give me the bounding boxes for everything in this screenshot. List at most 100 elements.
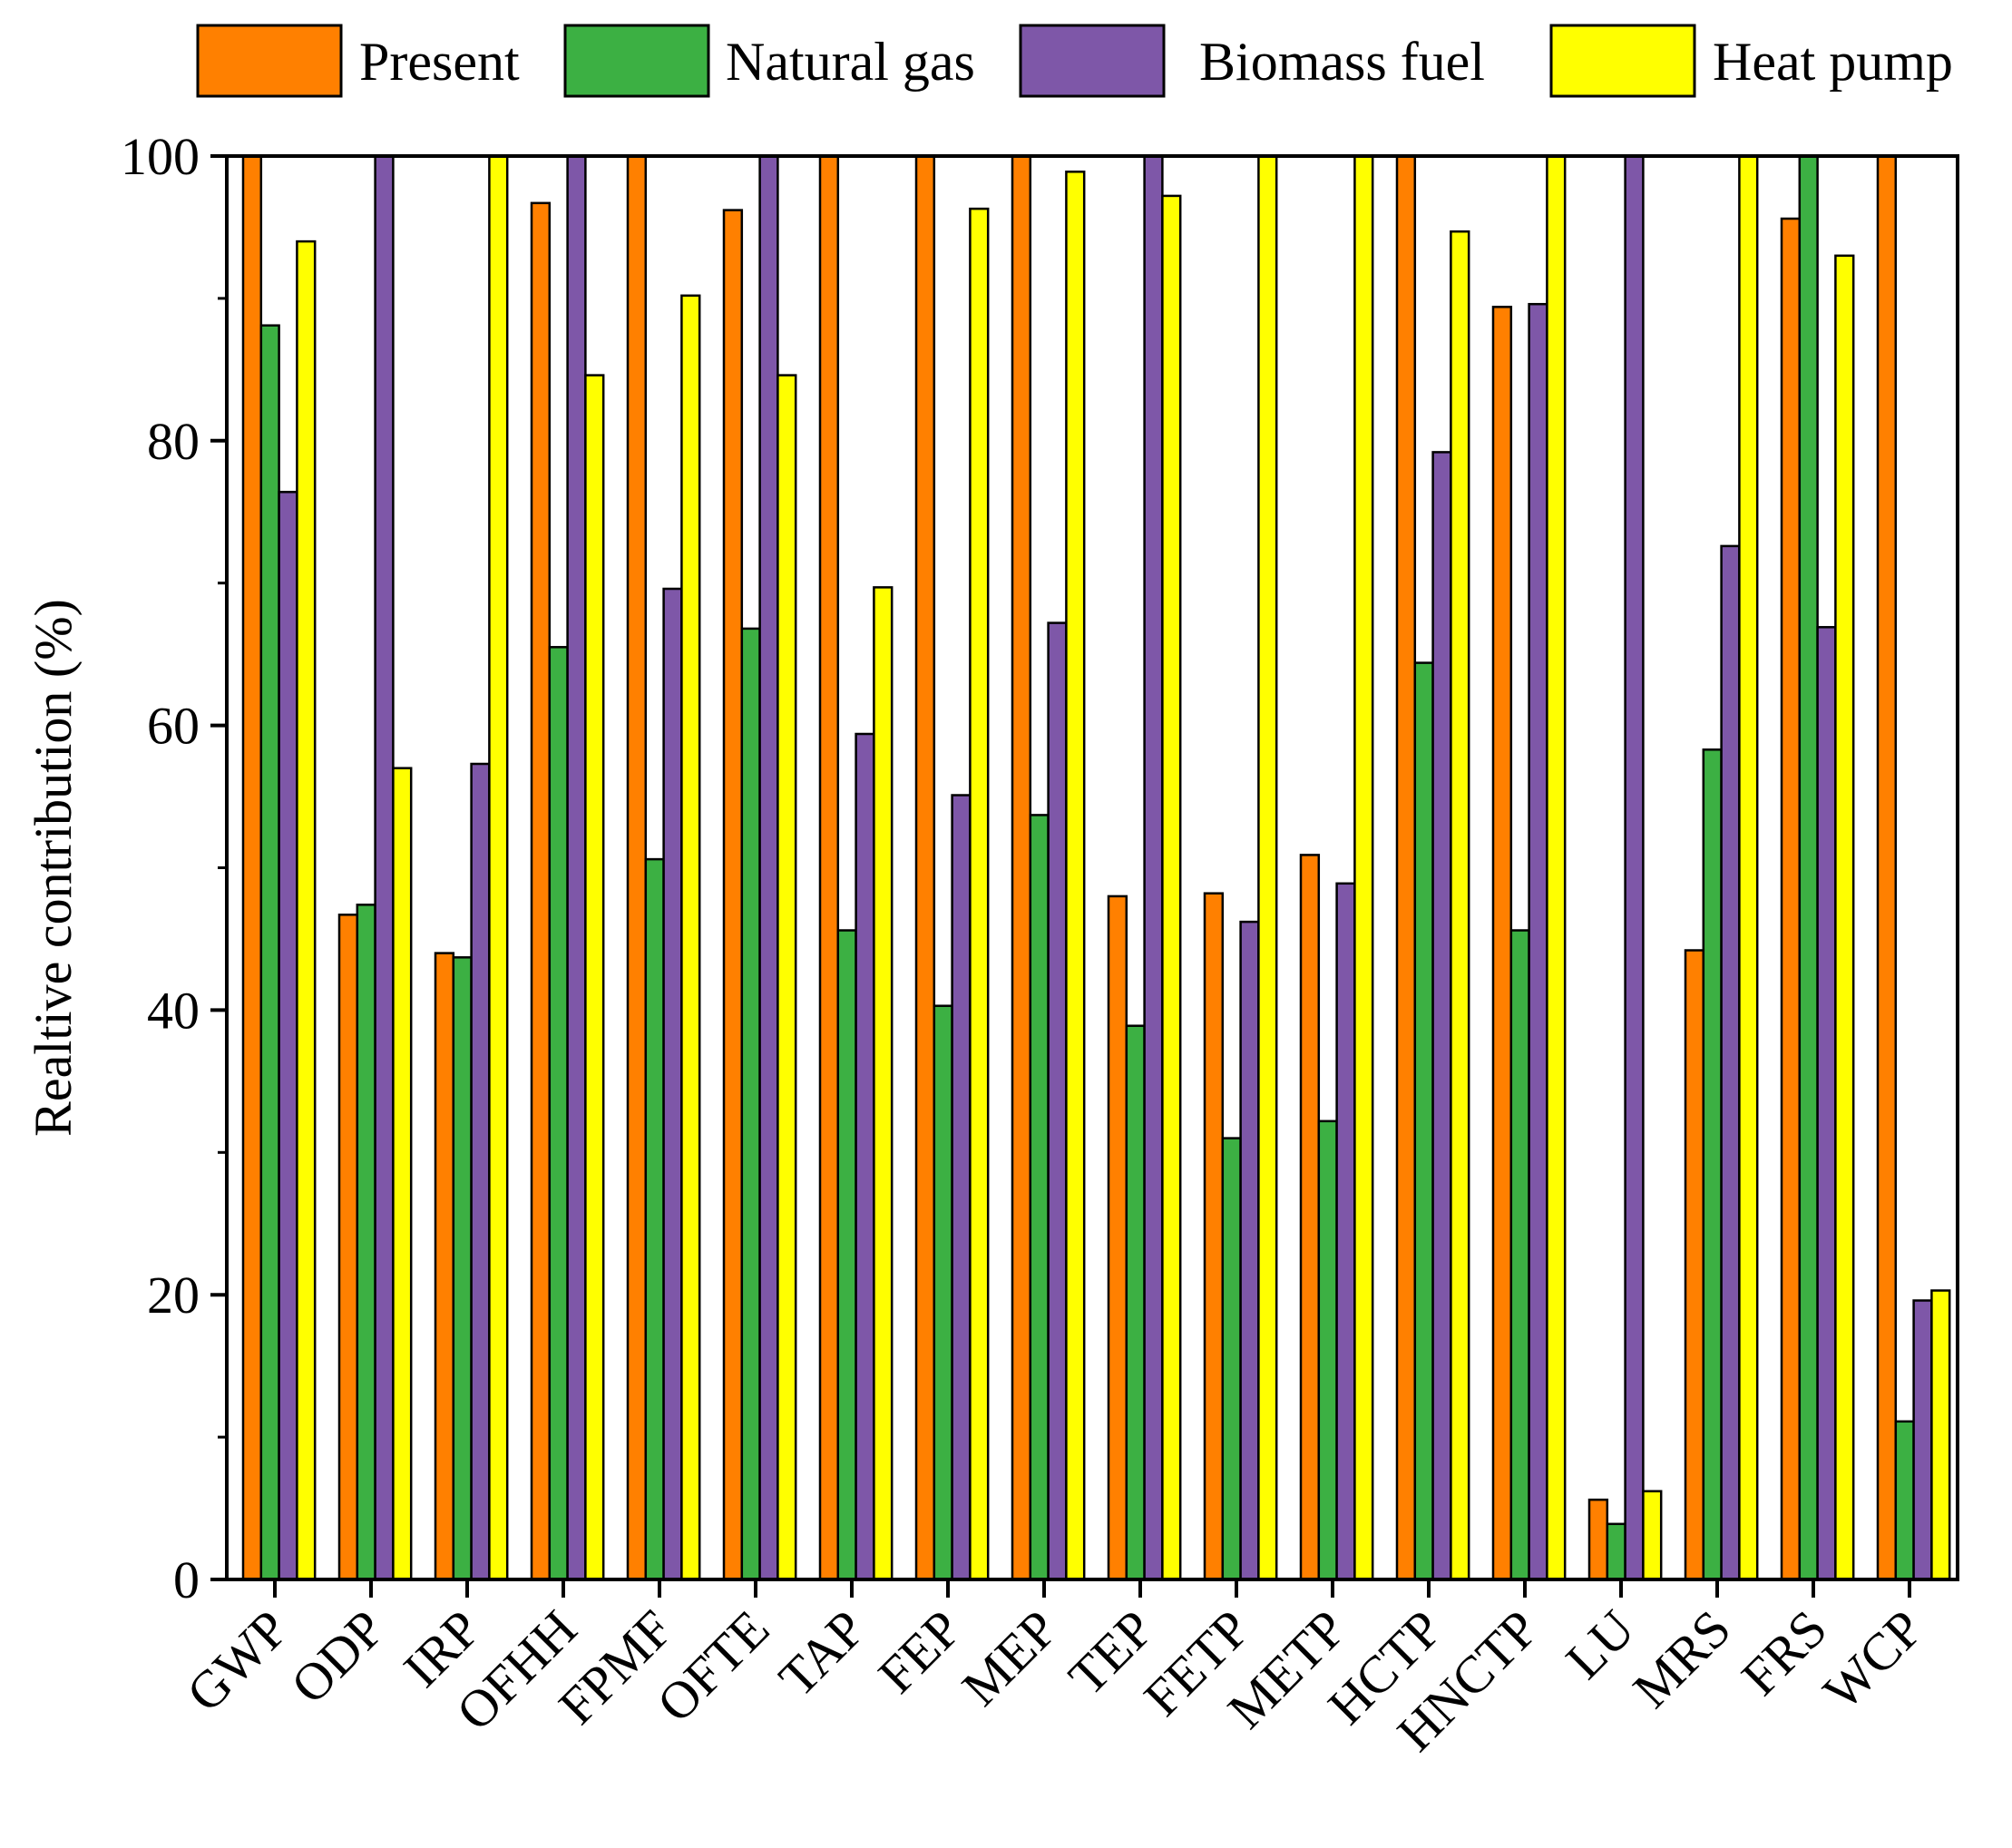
bar-fpmf-heat-pump — [680, 294, 701, 1581]
bar-mrs-present — [1684, 949, 1705, 1581]
bar-odp-natural-gas — [356, 904, 376, 1581]
bars-group — [241, 154, 1951, 1581]
bar-fetp-heat-pump — [1257, 154, 1278, 1581]
bar-mep-natural-gas — [1029, 814, 1050, 1581]
bar-frs-heat-pump — [1834, 254, 1855, 1581]
x-tick-label-mrs: MRS — [1622, 1599, 1743, 1719]
bar-metp-heat-pump — [1353, 154, 1374, 1581]
bar-lu-natural-gas — [1606, 1522, 1626, 1581]
bar-ofte-biomass-fuel — [758, 154, 779, 1581]
x-axis: GWPODPIRPOFHHFPMFOFTETAPFEPMEPTEPFETPMET… — [175, 1579, 1934, 1763]
bar-hnctp-biomass-fuel — [1528, 302, 1548, 1581]
x-tick-label-fep: FEP — [867, 1599, 973, 1705]
legend-swatch-heat-pump — [1549, 24, 1696, 98]
legend-label-biomass-fuel: Biomass fuel — [1199, 32, 1485, 92]
bar-mep-present — [1011, 154, 1032, 1581]
bar-odp-present — [337, 914, 359, 1581]
bar-mrs-heat-pump — [1738, 154, 1759, 1581]
bar-fpmf-biomass-fuel — [662, 587, 683, 1581]
bar-fep-natural-gas — [933, 1004, 953, 1581]
bar-tap-heat-pump — [873, 586, 894, 1581]
y-tick-label: 20 — [147, 1266, 200, 1325]
bar-fep-biomass-fuel — [951, 794, 972, 1581]
y-axis-label: Realtive contribution (%) — [24, 599, 83, 1137]
bar-hctp-biomass-fuel — [1431, 451, 1452, 1581]
bar-ofhh-heat-pump — [584, 374, 605, 1581]
bar-wcp-heat-pump — [1930, 1289, 1951, 1581]
y-tick-label: 0 — [173, 1550, 200, 1609]
bar-hnctp-present — [1491, 306, 1513, 1581]
bar-ofte-natural-gas — [740, 627, 761, 1581]
bar-hnctp-heat-pump — [1546, 154, 1567, 1581]
bar-frs-natural-gas — [1798, 154, 1819, 1581]
x-tick-label-wcp: WCP — [1812, 1599, 1934, 1721]
bar-fetp-present — [1203, 892, 1225, 1581]
bar-mrs-biomass-fuel — [1720, 544, 1741, 1581]
bar-lu-biomass-fuel — [1624, 154, 1645, 1581]
bar-irp-present — [434, 952, 455, 1581]
bar-irp-biomass-fuel — [470, 762, 491, 1581]
bar-fpmf-present — [626, 154, 648, 1581]
bar-irp-natural-gas — [452, 956, 473, 1581]
bar-wcp-natural-gas — [1894, 1420, 1915, 1581]
y-axis: 0 20 40 60 80 100 — [121, 127, 227, 1609]
x-tick-label-tap: TAP — [767, 1599, 876, 1707]
bar-fetp-natural-gas — [1221, 1137, 1242, 1581]
legend-label-heat-pump: Heat pump — [1713, 32, 1953, 92]
bar-tap-natural-gas — [836, 929, 857, 1581]
legend-swatch-natural-gas — [563, 24, 710, 98]
bar-ofhh-natural-gas — [548, 646, 569, 1581]
bar-tap-present — [818, 154, 840, 1581]
bar-ofte-heat-pump — [776, 374, 797, 1581]
x-tick-label-ofte: OFTE — [646, 1599, 780, 1733]
bar-mep-biomass-fuel — [1047, 621, 1068, 1581]
bar-ofhh-biomass-fuel — [566, 154, 587, 1581]
bar-fep-heat-pump — [969, 207, 990, 1581]
bar-fpmf-natural-gas — [644, 857, 665, 1581]
bar-fep-present — [914, 154, 936, 1581]
bar-lu-heat-pump — [1642, 1490, 1663, 1581]
bar-tep-biomass-fuel — [1143, 154, 1164, 1581]
legend: Present Natural gas Biomass fuel Heat pump — [196, 24, 1953, 98]
bar-mrs-natural-gas — [1702, 748, 1723, 1581]
bar-gwp-heat-pump — [296, 240, 317, 1581]
y-tick-label: 40 — [147, 981, 200, 1040]
bar-hctp-heat-pump — [1450, 230, 1470, 1581]
bar-tep-natural-gas — [1125, 1024, 1146, 1581]
legend-label-natural-gas: Natural gas — [726, 32, 975, 92]
bar-metp-present — [1299, 854, 1321, 1581]
bar-frs-present — [1780, 217, 1802, 1581]
bar-hctp-present — [1395, 154, 1417, 1581]
bar-wcp-present — [1876, 154, 1898, 1581]
bar-tep-present — [1107, 895, 1128, 1581]
bar-tap-biomass-fuel — [855, 732, 875, 1581]
bar-ofte-present — [722, 209, 744, 1581]
bar-frs-biomass-fuel — [1816, 626, 1837, 1581]
bar-hnctp-natural-gas — [1509, 929, 1530, 1581]
y-tick-label: 100 — [121, 127, 200, 186]
bar-metp-natural-gas — [1317, 1120, 1338, 1581]
bar-metp-biomass-fuel — [1335, 882, 1356, 1581]
y-tick-label: 80 — [147, 412, 200, 471]
bar-odp-heat-pump — [392, 767, 413, 1581]
legend-label-present: Present — [359, 32, 520, 92]
x-tick-label-fpmf: FPMF — [547, 1599, 684, 1736]
bar-hctp-natural-gas — [1413, 661, 1434, 1581]
bar-irp-heat-pump — [488, 154, 509, 1581]
bar-tep-heat-pump — [1161, 194, 1182, 1581]
x-tick-label-mep: MEP — [951, 1599, 1069, 1716]
bar-ofhh-present — [530, 201, 552, 1581]
bar-lu-present — [1587, 1498, 1609, 1581]
bar-gwp-biomass-fuel — [278, 491, 298, 1581]
legend-swatch-present — [196, 24, 343, 98]
y-tick-label: 60 — [147, 697, 200, 756]
bar-mep-heat-pump — [1065, 171, 1086, 1581]
x-tick-label-odp: ODP — [279, 1599, 396, 1715]
bar-wcp-biomass-fuel — [1912, 1299, 1933, 1581]
bar-odp-biomass-fuel — [374, 154, 395, 1581]
x-tick-label-gwp: GWP — [175, 1599, 299, 1723]
bar-gwp-natural-gas — [259, 324, 280, 1581]
legend-swatch-biomass-fuel — [1019, 24, 1166, 98]
bar-fetp-biomass-fuel — [1239, 920, 1260, 1581]
